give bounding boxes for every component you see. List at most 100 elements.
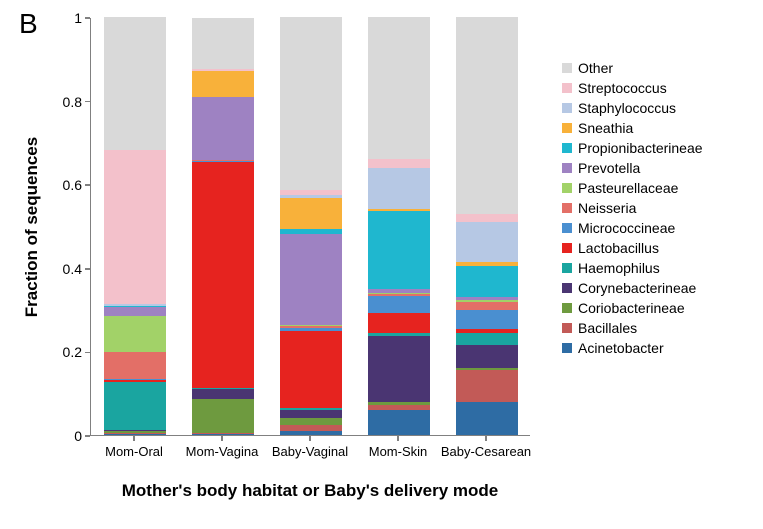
legend-swatch — [562, 103, 572, 113]
bar-segment-acinetobacter — [368, 410, 430, 435]
bar-segment-streptococcus — [104, 150, 166, 305]
bar-segment-corynebacterineae — [368, 336, 430, 403]
legend-label: Pasteurellaceae — [578, 180, 678, 196]
bar-segment-prevotella — [280, 234, 342, 325]
bar-segment-lactobacillus — [368, 313, 430, 334]
legend-label: Staphylococcus — [578, 100, 676, 116]
bar-segment-lactobacillus — [280, 331, 342, 408]
legend: Other Streptococcus Staphylococcus Sneathia… — [562, 60, 703, 360]
legend-label: Neisseria — [578, 200, 636, 216]
bar-segment-prevotella — [104, 307, 166, 316]
bar-segment-other — [192, 18, 254, 69]
y-tick — [85, 17, 90, 19]
bar-segment-other — [368, 17, 430, 159]
y-tick — [85, 101, 90, 103]
legend-swatch — [562, 223, 572, 233]
bar-segment-streptococcus — [456, 214, 518, 222]
bar-segment-neisseria — [456, 302, 518, 310]
legend-label: Haemophilus — [578, 260, 660, 276]
bar-segment-haemophilus — [456, 333, 518, 345]
x-tick-label: Mom-Skin — [369, 444, 428, 459]
bar-segment-other — [456, 17, 518, 213]
legend-item: Coriobacterineae — [562, 300, 703, 316]
bar-segment-acinetobacter — [192, 434, 254, 435]
bar-segment-propionibacterineae — [456, 266, 518, 297]
legend-label: Bacillales — [578, 320, 637, 336]
y-tick-label: 0 — [52, 428, 82, 444]
legend-label: Coriobacterineae — [578, 300, 685, 316]
y-tick — [85, 352, 90, 354]
bar-segment-corynebacterineae — [192, 389, 254, 400]
y-tick-label: 0.8 — [52, 94, 82, 110]
bar-segment-micrococcineae — [368, 296, 430, 313]
legend-label: Other — [578, 60, 613, 76]
bar-segment-streptococcus — [368, 159, 430, 167]
legend-label: Sneathia — [578, 120, 633, 136]
bar-segment-acinetobacter — [456, 402, 518, 435]
bar-segment-other — [104, 17, 166, 150]
y-tick — [85, 184, 90, 186]
y-tick-label: 1 — [52, 10, 82, 26]
stacked-bar — [280, 17, 342, 435]
legend-label: Prevotella — [578, 160, 640, 176]
bar-segment-acinetobacter — [280, 431, 342, 435]
y-tick-label: 0.2 — [52, 344, 82, 360]
legend-swatch — [562, 143, 572, 153]
legend-label: Propionibacterineae — [578, 140, 703, 156]
legend-item: Other — [562, 60, 703, 76]
legend-label: Streptococcus — [578, 80, 667, 96]
x-tick — [133, 436, 135, 441]
legend-swatch — [562, 163, 572, 173]
legend-item: Bacillales — [562, 320, 703, 336]
bar-segment-staphylococcus — [456, 222, 518, 262]
legend-swatch — [562, 303, 572, 313]
legend-item: Neisseria — [562, 200, 703, 216]
bar-segment-bacillales — [456, 370, 518, 401]
bar-segment-coriobacterineae — [192, 399, 254, 432]
bar-segment-pasteurellaceae — [104, 316, 166, 352]
y-tick-label: 0.6 — [52, 177, 82, 193]
legend-label: Corynebacterineae — [578, 280, 696, 296]
legend-item: Sneathia — [562, 120, 703, 136]
x-axis-title: Mother's body habitat or Baby's delivery… — [122, 481, 499, 501]
x-tick — [485, 436, 487, 441]
legend-swatch — [562, 323, 572, 333]
legend-item: Staphylococcus — [562, 100, 703, 116]
legend-label: Lactobacillus — [578, 240, 659, 256]
bar-segment-other — [280, 17, 342, 190]
legend-item: Micrococcineae — [562, 220, 703, 236]
bar-segment-acinetobacter — [104, 434, 166, 435]
stacked-bar — [456, 17, 518, 435]
x-tick-label: Mom-Oral — [105, 444, 163, 459]
bar-segment-sneathia — [192, 71, 254, 96]
legend-swatch — [562, 183, 572, 193]
x-tick — [309, 436, 311, 441]
stacked-bar — [104, 17, 166, 435]
bar-segment-micrococcineae — [456, 310, 518, 329]
y-tick — [85, 268, 90, 270]
legend-item: Haemophilus — [562, 260, 703, 276]
legend-item: Propionibacterineae — [562, 140, 703, 156]
panel-letter: B — [19, 8, 38, 40]
legend-swatch — [562, 63, 572, 73]
legend-item: Corynebacterineae — [562, 280, 703, 296]
x-tick — [397, 436, 399, 441]
y-tick — [85, 435, 90, 437]
legend-swatch — [562, 203, 572, 213]
legend-label: Acinetobacter — [578, 340, 664, 356]
stacked-bar — [368, 17, 430, 435]
bar-segment-corynebacterineae — [280, 410, 342, 418]
y-axis-title: Fraction of sequences — [22, 137, 42, 317]
bar-segment-propionibacterineae — [368, 211, 430, 290]
legend-swatch — [562, 123, 572, 133]
legend-swatch — [562, 283, 572, 293]
legend-item: Streptococcus — [562, 80, 703, 96]
x-tick-label: Baby-Vaginal — [272, 444, 348, 459]
legend-item: Acinetobacter — [562, 340, 703, 356]
y-tick-label: 0.4 — [52, 261, 82, 277]
legend-swatch — [562, 343, 572, 353]
legend-item: Lactobacillus — [562, 240, 703, 256]
legend-swatch — [562, 83, 572, 93]
x-tick-label: Baby-Cesarean — [441, 444, 531, 459]
legend-item: Prevotella — [562, 160, 703, 176]
